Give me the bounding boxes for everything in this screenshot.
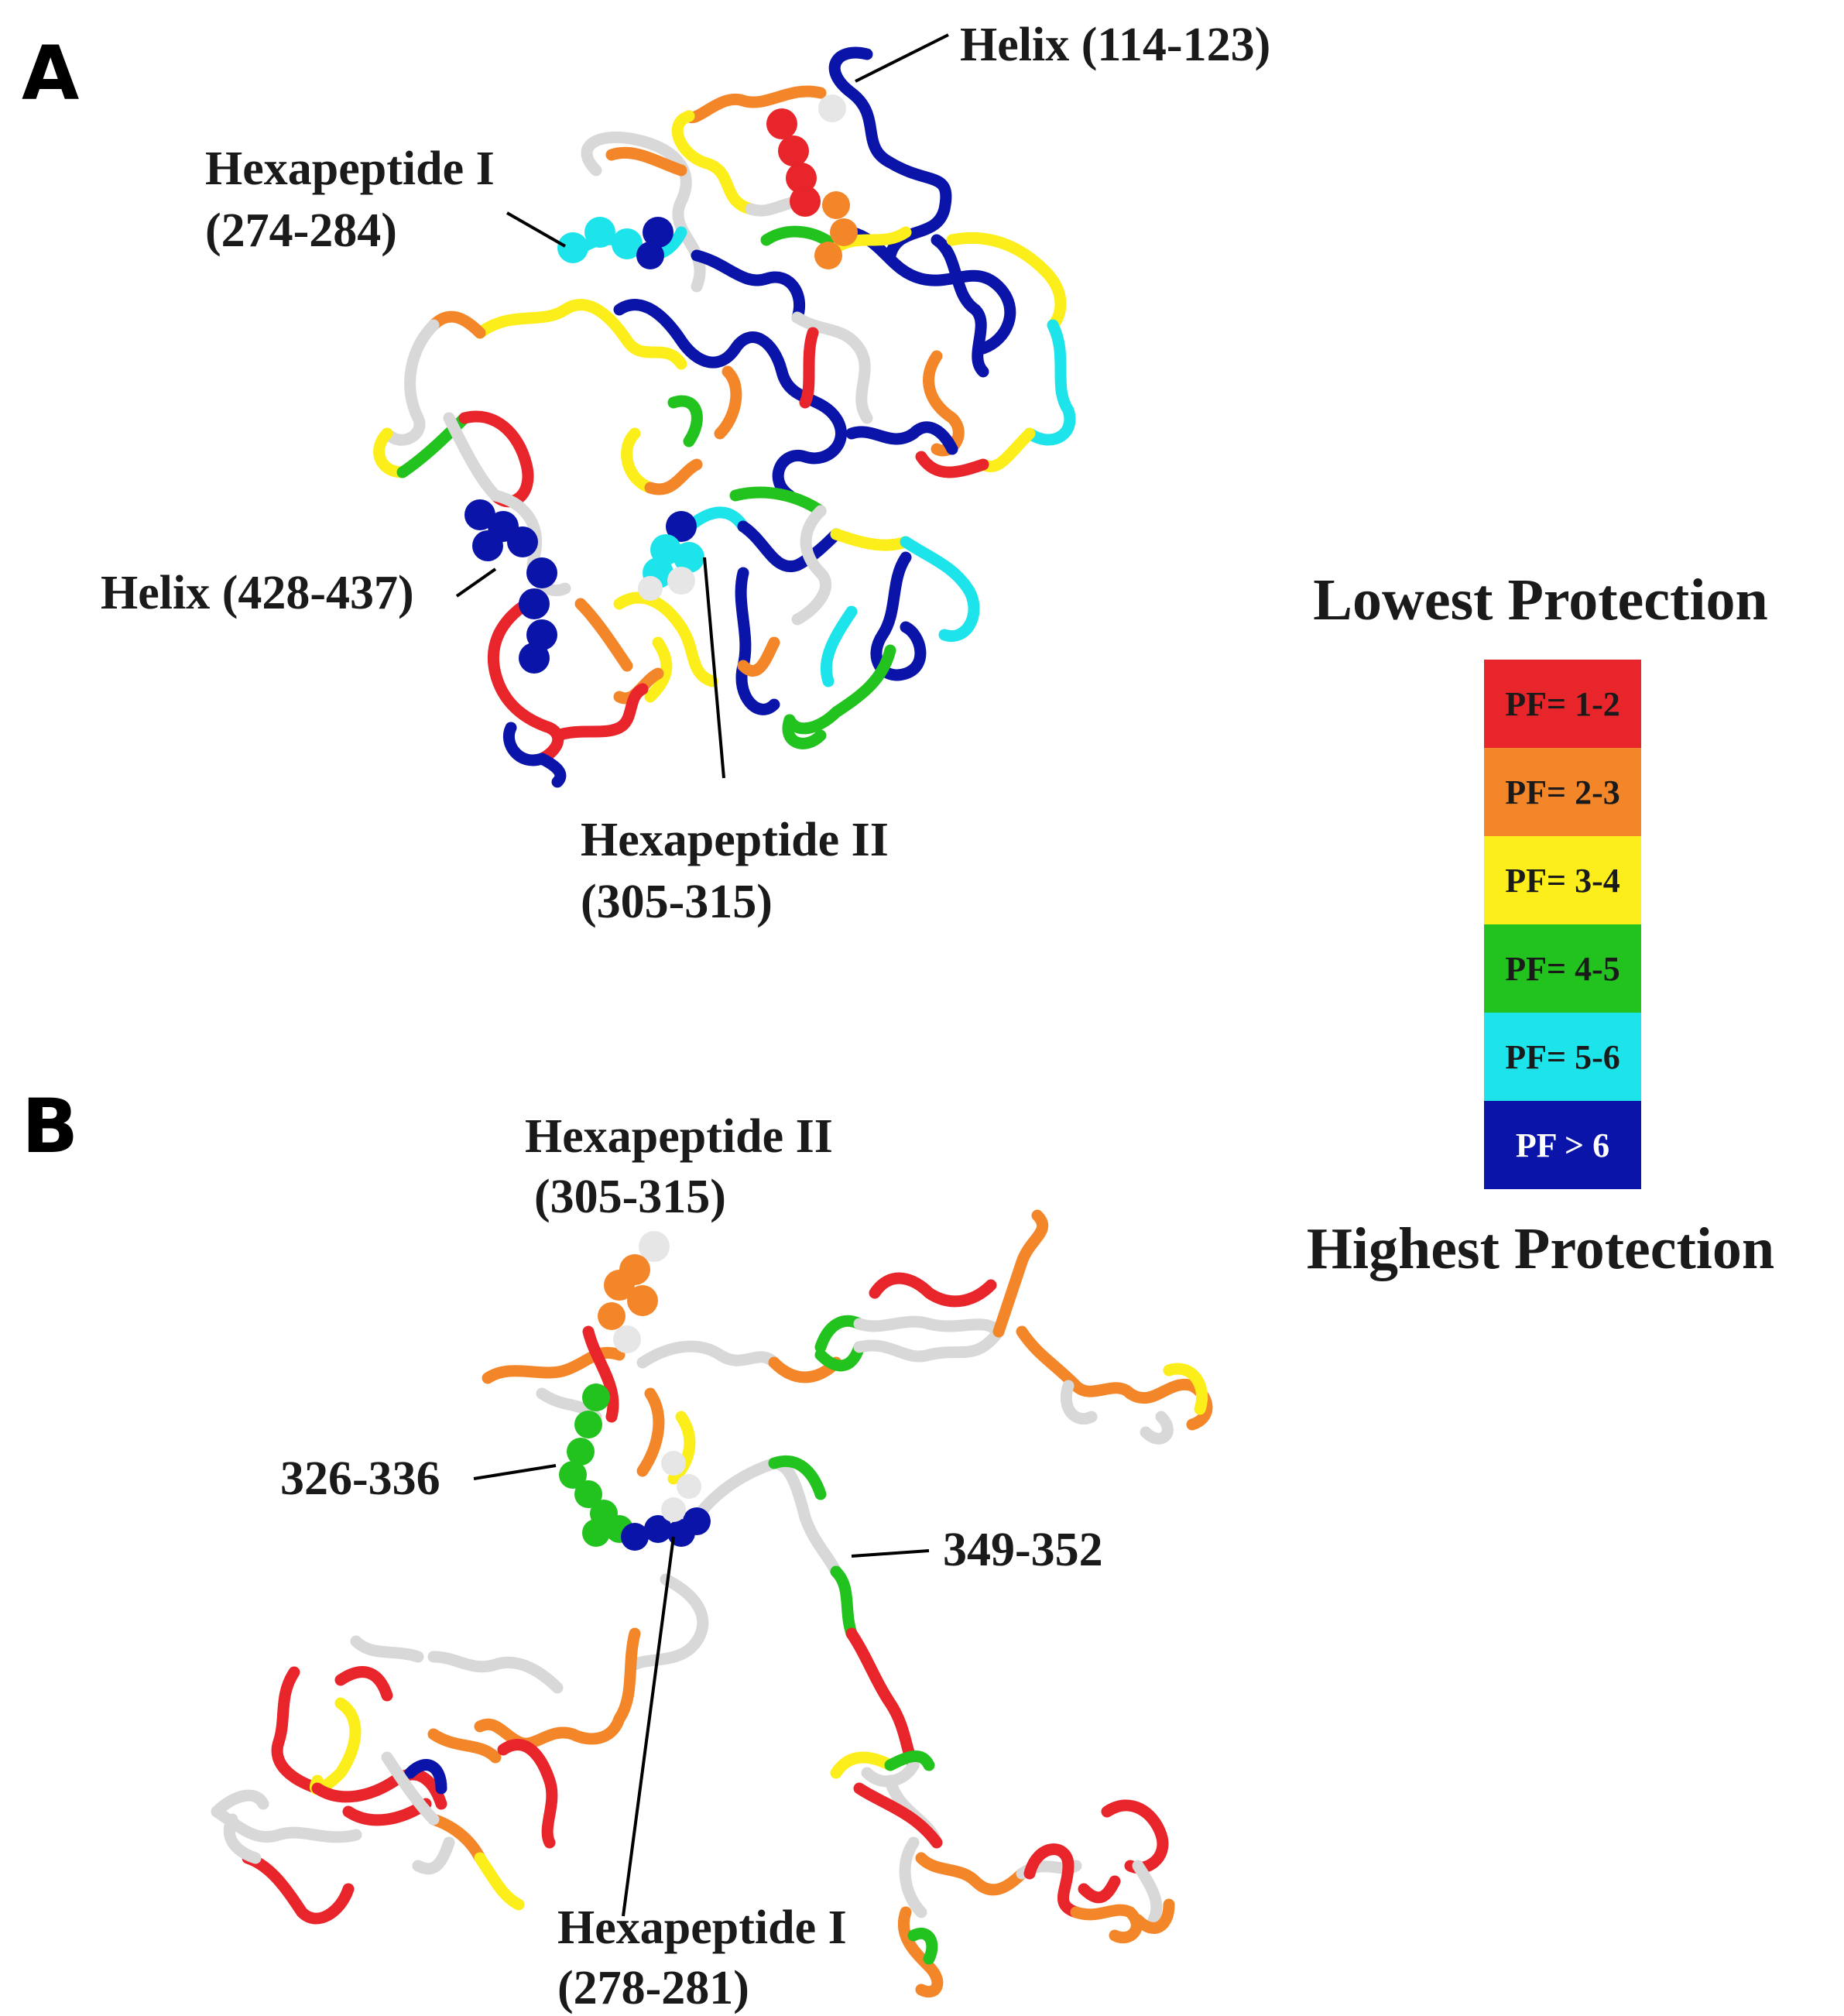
panel-b-hexa1-leader <box>622 1536 675 1917</box>
legend-item: PF= 1-2 <box>1484 660 1641 748</box>
panel-a-helix-114-spheres <box>766 94 858 269</box>
panel-a: A <box>22 19 1270 928</box>
panel-a-helix-114-label: Helix (114-123) <box>960 19 1270 71</box>
panel-a-hexa2-leader <box>703 557 725 779</box>
legend-item-label: PF= 3-4 <box>1505 862 1619 900</box>
panel-a-helix-428-leader <box>455 567 497 598</box>
legend-item-label: PF= 1-2 <box>1505 685 1619 723</box>
legend-swatch <box>1484 748 1641 836</box>
legend-item: PF= 4-5 <box>1484 924 1641 1013</box>
panel-b-segment-349-label: 349-352 <box>943 1524 1103 1576</box>
legend-item: PF= 5-6 <box>1484 1013 1641 1101</box>
panel-b-hexapeptide-2-label: Hexapeptide II <box>525 1110 833 1163</box>
panel-b-segment-326-leader <box>473 1464 557 1480</box>
legend-item-label: PF > 6 <box>1516 1126 1609 1164</box>
protection-legend: Lowest Protection PF= 1-2PF= 2-3PF= 3-4P… <box>1307 567 1774 1281</box>
panel-b-hexapeptide-1-label: Hexapeptide I <box>557 1901 847 1954</box>
legend-item-label: PF= 4-5 <box>1505 950 1619 988</box>
panel-a-hexapeptide-2-label: Hexapeptide II <box>581 814 889 866</box>
panel-b-letter: B <box>22 1083 78 1170</box>
legend-swatch <box>1484 836 1641 924</box>
panel-b: B <box>22 1083 1213 2014</box>
panel-b-hexapeptide-2-spheres <box>598 1231 670 1353</box>
panel-b-protein-structure <box>211 1209 1213 1998</box>
panel-b-hexapeptide-1-spheres <box>621 1451 711 1551</box>
panel-b-hexapeptide-2-range: (305-315) <box>534 1171 726 1223</box>
legend-color-scale: PF= 1-2 PF= 2-3 PF= 3-4 PF= 4-5 PF= 5-6 PF > … <box>1484 660 1641 1189</box>
panel-a-hexapeptide-1-range: (274-284) <box>205 204 397 257</box>
legend-swatch <box>1484 660 1641 748</box>
legend-bottom-label: Highest Protection <box>1307 1216 1774 1281</box>
panel-a-hexapeptide-2-spheres <box>638 511 704 601</box>
panel-b-segment-349-leader <box>851 1549 930 1558</box>
legend-swatch <box>1484 924 1641 1013</box>
legend-item: PF= 2-3 <box>1484 748 1641 836</box>
panel-a-hexa1-leader <box>506 211 566 248</box>
panel-a-hexapeptide-1-spheres <box>557 217 674 269</box>
legend-item: PF= 3-4 <box>1484 836 1641 924</box>
panel-a-letter: A <box>22 30 79 117</box>
panel-a-helix-428-label: Helix (428-437) <box>101 567 414 619</box>
panel-b-segment-326-label: 326-336 <box>280 1452 440 1505</box>
legend-item: PF > 6 <box>1484 1101 1641 1189</box>
panel-b-hexapeptide-1-range: (278-281) <box>557 1962 749 2014</box>
legend-swatch <box>1484 1101 1641 1189</box>
legend-item-label: PF= 2-3 <box>1505 773 1619 811</box>
legend-item-label: PF= 5-6 <box>1505 1038 1619 1076</box>
legend-top-label: Lowest Protection <box>1313 567 1767 633</box>
panel-a-hexapeptide-2-range: (305-315) <box>581 876 773 928</box>
panel-b-segment-326-spheres <box>559 1383 633 1547</box>
panel-a-protein-structure <box>373 46 1076 788</box>
panel-a-helix-114-leader <box>855 33 949 83</box>
panel-a-helix-428-spheres <box>464 499 557 674</box>
panel-a-hexapeptide-1-label: Hexapeptide I <box>205 142 495 195</box>
legend-swatch <box>1484 1013 1641 1101</box>
